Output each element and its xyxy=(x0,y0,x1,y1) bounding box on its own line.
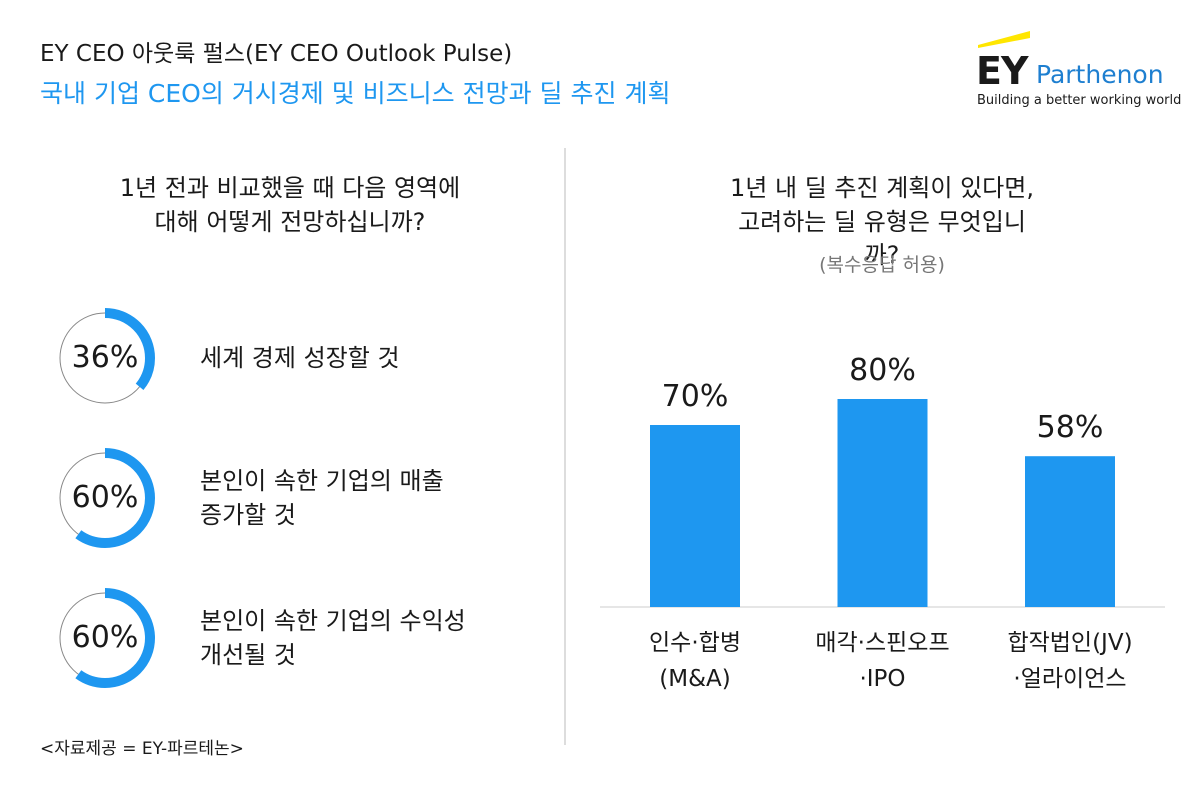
logo-mark: EY xyxy=(976,49,1028,93)
bar-value-label: 58% xyxy=(1036,410,1104,446)
page-title: EY CEO 아웃룩 펄스(EY CEO Outlook Pulse) xyxy=(40,41,513,67)
donut-arc xyxy=(55,448,155,548)
donut-label: 세계 경제 성장할 것 xyxy=(200,344,400,372)
donut-label: 본인이 속한 기업의 매출 증가할 것 xyxy=(200,467,444,529)
x-tick-label: 매각·스핀오프 ·IPO xyxy=(815,630,950,692)
donut-value: 60% xyxy=(71,620,139,655)
donut-value: 36% xyxy=(71,340,139,375)
bar xyxy=(650,425,740,607)
bar-value-label: 80% xyxy=(849,353,916,388)
bar xyxy=(837,399,928,607)
donut-label: 본인이 속한 기업의 수익성 개선될 것 xyxy=(200,607,466,669)
x-tick-label: 인수·합병 (M&A) xyxy=(649,630,741,692)
bar xyxy=(1025,456,1115,607)
chart-title: 1년 전과 비교했을 때 다음 영역에 대해 어떻게 전망하십니까? xyxy=(119,174,461,236)
donut-arc xyxy=(55,588,155,688)
chart-title: 1년 내 딜 추진 계획이 있다면, 고려하는 딜 유형은 무엇입니까? xyxy=(730,174,1034,270)
chart-subtitle: (복수응답 허용) xyxy=(819,254,945,276)
x-tick-label: 합작법인(JV) ·얼라이언스 xyxy=(1007,630,1133,692)
logo-name: Parthenon xyxy=(1036,60,1164,89)
bar-value-label: 70% xyxy=(661,379,729,414)
logo-beam xyxy=(978,31,1030,48)
donut-value: 60% xyxy=(71,480,139,515)
source-note: <자료제공 = EY-파르테논> xyxy=(40,739,244,759)
logo-tagline: Building a better working world xyxy=(977,93,1182,108)
page-subtitle: 국내 기업 CEO의 거시경제 및 비즈니스 전망과 딜 추진 계획 xyxy=(40,79,671,108)
donut-arc xyxy=(55,308,155,408)
